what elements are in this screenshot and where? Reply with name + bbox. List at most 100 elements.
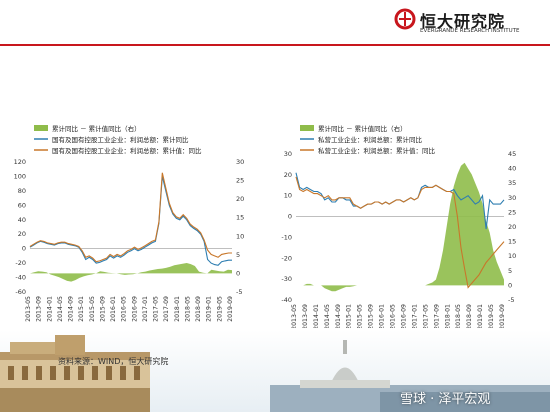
logo-text-en: EVERGRANDE RESEARCH INSTITUTE bbox=[420, 28, 520, 34]
x-tick-label: 2018-09 bbox=[195, 296, 202, 322]
x-tick-label: 2019-09 bbox=[499, 304, 506, 328]
charts-canvas: 累计同比 － 累计值同比（右） 国有及国有控股工业企业：利润总额：累计同比国有及国… bbox=[14, 124, 517, 328]
footer-building-image bbox=[0, 330, 550, 412]
y-right-tick-label: 20 bbox=[508, 223, 516, 231]
x-tick-label: 2016-01 bbox=[110, 296, 117, 322]
y-left-tick-label: 30 bbox=[284, 150, 292, 158]
y-left-tick-label: 60 bbox=[18, 201, 26, 209]
y-left-tick-label: 40 bbox=[18, 216, 26, 224]
x-tick-label: 2014-09 bbox=[68, 296, 75, 322]
x-tick-label: 2015-09 bbox=[368, 304, 375, 328]
x-tick-label: 2019-01 bbox=[206, 296, 213, 322]
source-note: 资料来源：WIND，恒大研究院 bbox=[58, 357, 169, 366]
x-tick-label: 2017-05 bbox=[153, 296, 160, 322]
x-tick-label: 2015-01 bbox=[78, 296, 85, 322]
x-tick-label: 2013-09 bbox=[36, 296, 43, 322]
x-tick-label: 2017-01 bbox=[142, 296, 149, 322]
y-left-tick-label: 120 bbox=[14, 158, 26, 166]
x-tick-label: 2013-05 bbox=[291, 304, 298, 328]
y-left-tick-label: 100 bbox=[14, 172, 26, 180]
x-tick-label: 2014-01 bbox=[313, 304, 320, 328]
x-tick-label: 2016-01 bbox=[379, 304, 386, 328]
y-right-tick-label: -5 bbox=[236, 288, 242, 296]
x-tick-label: 2013-05 bbox=[25, 296, 32, 322]
y-right-tick-label: 0 bbox=[236, 269, 240, 277]
y-left-tick-label: 10 bbox=[284, 192, 292, 200]
x-tick-label: 2016-05 bbox=[121, 296, 128, 322]
x-tick-label: 2017-09 bbox=[433, 304, 440, 328]
y-right-tick-label: 35 bbox=[508, 179, 516, 187]
y-right-tick-label: 5 bbox=[236, 251, 240, 259]
palace-left-image bbox=[0, 335, 150, 412]
watermark-text: 雪球 · 泽平宏观 bbox=[400, 392, 491, 407]
x-tick-label: 2014-01 bbox=[46, 296, 53, 322]
y-right-tick-label: 30 bbox=[508, 194, 516, 202]
x-tick-label: 2017-09 bbox=[163, 296, 170, 322]
series-line bbox=[29, 176, 232, 266]
y-right-tick-label: 15 bbox=[508, 238, 516, 246]
x-tick-label: 2019-05 bbox=[488, 304, 495, 328]
x-tick-label: 2018-01 bbox=[444, 304, 451, 328]
x-tick-label: 2018-09 bbox=[466, 304, 473, 328]
x-tick-label: 2017-01 bbox=[411, 304, 418, 328]
legend-label: 累计同比 － 累计值同比（右） bbox=[52, 124, 141, 133]
x-tick-label: 2014-05 bbox=[324, 304, 331, 328]
y-right-tick-label: 10 bbox=[508, 252, 516, 260]
y-right-tick-label: 20 bbox=[236, 195, 244, 203]
logo: 恒大研究院 EVERGRANDE RESEARCH INSTITUTE bbox=[388, 6, 548, 40]
y-right-tick-label: 25 bbox=[508, 208, 516, 216]
x-tick-label: 2019-05 bbox=[216, 296, 223, 322]
y-left-tick-label: -40 bbox=[281, 296, 292, 304]
x-tick-label: 2019-09 bbox=[227, 296, 234, 322]
y-left-tick-label: -60 bbox=[15, 288, 26, 296]
y-left-tick-label: -30 bbox=[281, 275, 292, 283]
legend-label: 国有及国有控股工业企业：利润总额：累计同比 bbox=[52, 135, 189, 144]
y-left-tick-label: -20 bbox=[281, 254, 292, 262]
header-bar: 恒大研究院 EVERGRANDE RESEARCH INSTITUTE bbox=[0, 0, 550, 44]
y-right-tick-label: 15 bbox=[236, 214, 244, 222]
x-tick-label: 2014-09 bbox=[335, 304, 342, 328]
legend-swatch-area bbox=[300, 125, 314, 131]
dome-right-image bbox=[270, 340, 550, 412]
y-left-tick-label: 80 bbox=[18, 187, 26, 195]
x-tick-label: 2013-09 bbox=[302, 304, 309, 328]
y-left-tick-label: -10 bbox=[281, 233, 292, 241]
x-tick-label: 2018-01 bbox=[174, 296, 181, 322]
y-left-tick-label: 0 bbox=[22, 245, 26, 253]
evergrande-logo-icon bbox=[394, 8, 416, 30]
x-tick-label: 2016-09 bbox=[400, 304, 407, 328]
y-right-tick-label: -5 bbox=[508, 296, 514, 304]
legend-label: 私营工业企业：利润总额：累计同比 bbox=[318, 135, 423, 144]
legend-label: 累计同比 － 累计值同比（右） bbox=[318, 124, 407, 133]
y-left-tick-label: -20 bbox=[15, 259, 26, 267]
legend-label: 私营工业企业：利润总额：累计值：同比 bbox=[318, 146, 436, 155]
series-area bbox=[30, 263, 232, 282]
x-tick-label: 2018-05 bbox=[184, 296, 191, 322]
y-right-tick-label: 40 bbox=[508, 165, 516, 173]
y-right-tick-label: 25 bbox=[236, 177, 244, 185]
x-tick-label: 2015-01 bbox=[346, 304, 353, 328]
y-right-tick-label: 5 bbox=[508, 267, 512, 275]
header-divider bbox=[0, 44, 550, 46]
y-left-tick-label: 20 bbox=[18, 230, 26, 238]
y-right-tick-label: 0 bbox=[508, 281, 512, 289]
series-line bbox=[295, 176, 505, 289]
series-line bbox=[29, 172, 232, 263]
x-tick-label: 2016-09 bbox=[131, 296, 138, 322]
x-tick-label: 2015-05 bbox=[89, 296, 96, 322]
y-left-tick-label: -40 bbox=[15, 274, 26, 282]
y-right-tick-label: 30 bbox=[236, 158, 244, 166]
x-tick-label: 2015-05 bbox=[357, 304, 364, 328]
legend-label: 国有及国有控股工业企业：利润总额：累计值：同比 bbox=[52, 146, 202, 155]
x-tick-label: 2016-05 bbox=[390, 304, 397, 328]
x-tick-label: 2017-05 bbox=[422, 304, 429, 328]
logo-text-cn: 恒大研究院 bbox=[420, 12, 506, 31]
y-left-tick-label: 20 bbox=[284, 171, 292, 179]
y-left-tick-label: 0 bbox=[288, 213, 292, 221]
x-tick-label: 2015-09 bbox=[99, 296, 106, 322]
x-tick-label: 2018-05 bbox=[455, 304, 462, 328]
x-tick-label: 2014-05 bbox=[57, 296, 64, 322]
series-area bbox=[296, 162, 504, 292]
y-right-tick-label: 10 bbox=[236, 232, 244, 240]
y-right-tick-label: 45 bbox=[508, 150, 516, 158]
